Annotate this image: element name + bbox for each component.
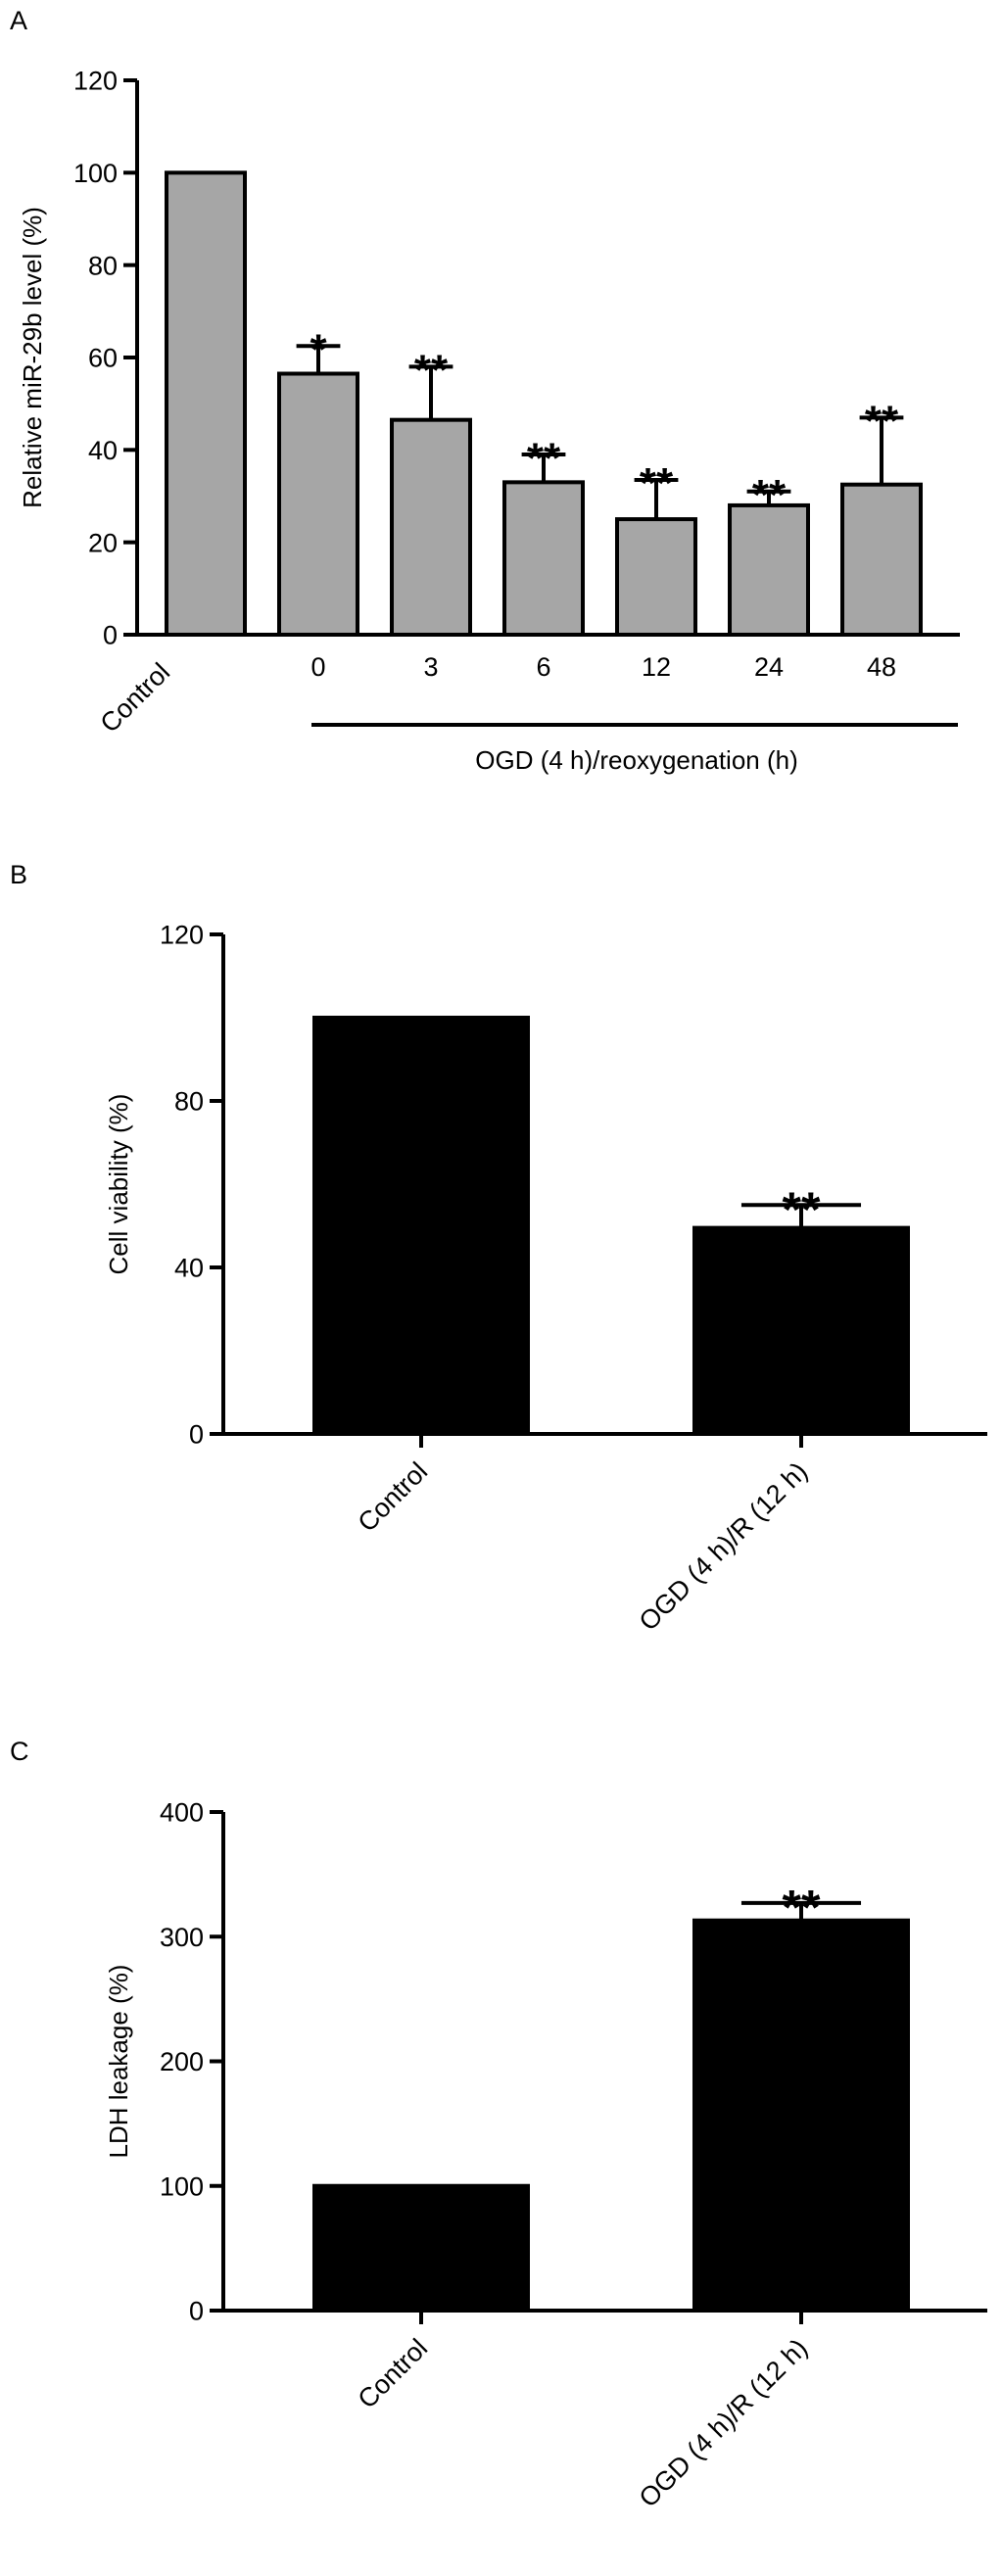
panel-c: C ** 0 100 200 300 400 LDH leakage (%) Control O… [0, 1731, 1002, 2571]
significance-label: * [310, 325, 327, 373]
x-tick-label: 6 [536, 652, 550, 682]
significance-label: ** [752, 471, 787, 519]
bar-chart-ldh-leakage: ** 0 100 200 300 400 LDH leakage (%) Control OGD… [104, 1798, 987, 2513]
significance-label: ** [865, 398, 899, 446]
y-tick-label: 80 [88, 251, 118, 280]
y-tick-label: 0 [189, 2297, 204, 2326]
x-tick-label: OGD (4 h)/R (12 h) [634, 1456, 814, 1637]
y-tick-label: 120 [160, 921, 204, 950]
bar-1 [692, 1918, 910, 2314]
bar-2 [390, 417, 472, 637]
significance-label: ** [783, 1182, 821, 1237]
x-tick-label: 12 [642, 652, 671, 682]
bar-0 [312, 1016, 530, 1436]
y-tick-label: 0 [189, 1420, 204, 1450]
x-tick-label: 24 [754, 652, 784, 682]
panel-a: A * ** ** ** ** ** 0 20 40 60 80 100 120 Relative miR… [0, 0, 1002, 803]
bar-0 [165, 170, 247, 637]
significance-label: ** [527, 434, 561, 482]
y-tick-label: 0 [103, 621, 118, 650]
y-axis-label: Relative miR-29b level (%) [18, 207, 47, 508]
bar-1 [692, 1225, 910, 1436]
panel-letter: A [10, 6, 28, 35]
panel-letter: C [10, 1737, 29, 1766]
y-tick-label: 60 [88, 344, 118, 373]
x-tick-label: 0 [310, 652, 325, 682]
y-axis-label: Cell viability (%) [104, 1094, 133, 1275]
x-tick-label: OGD (4 h)/R (12 h) [634, 2333, 814, 2513]
panel-letter: B [10, 860, 28, 889]
bar-6 [840, 482, 923, 638]
y-tick-label: 100 [160, 2171, 204, 2201]
significance-label: ** [783, 1880, 821, 1934]
bar-3 [502, 480, 585, 637]
bar-4 [615, 517, 697, 637]
bar-5 [728, 502, 810, 638]
y-tick-label: 80 [174, 1087, 204, 1117]
bar-chart-cell-viability: ** 0 40 80 120 Cell viability (%) Control OGD (… [104, 921, 987, 1637]
significance-label: ** [414, 347, 449, 395]
y-tick-label: 200 [160, 2047, 204, 2076]
y-tick-label: 40 [174, 1254, 204, 1283]
bar-1 [277, 371, 359, 637]
significance-label: ** [640, 459, 674, 507]
y-tick-label: 120 [73, 67, 118, 96]
x-tick-label: Control [352, 2333, 433, 2414]
y-tick-label: 40 [88, 436, 118, 465]
x-tick-label: Control [352, 1456, 433, 1538]
y-tick-label: 300 [160, 1923, 204, 1952]
x-tick-label: 48 [867, 652, 896, 682]
x-tick-label: Control [94, 657, 175, 739]
x-tick-label: 3 [423, 652, 438, 682]
y-tick-label: 100 [73, 159, 118, 188]
y-tick-label: 400 [160, 1798, 204, 1828]
group-label: OGD (4 h)/reoxygenation (h) [475, 745, 797, 775]
y-axis-label: LDH leakage (%) [104, 1965, 133, 2159]
bar-0 [312, 2183, 530, 2313]
panel-b: B ** 0 40 80 120 Cell viability (%) Control OGD… [0, 854, 1002, 1716]
y-tick-label: 20 [88, 528, 118, 557]
